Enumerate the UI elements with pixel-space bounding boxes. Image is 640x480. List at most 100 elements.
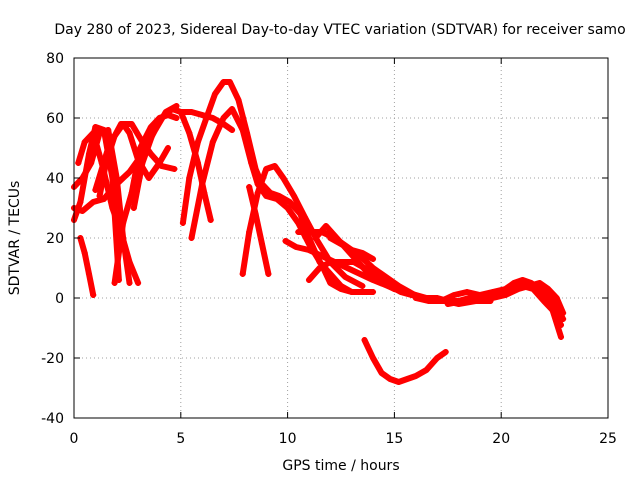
data-point xyxy=(235,97,242,103)
data-point xyxy=(147,124,154,130)
chart-title: Day 280 of 2023, Sidereal Day-to-day VTE… xyxy=(54,22,625,38)
data-point xyxy=(239,271,246,277)
data-point xyxy=(402,289,409,295)
data-point xyxy=(423,367,430,373)
y-tick-label: 40 xyxy=(46,171,64,187)
data-point xyxy=(323,223,330,229)
data-point xyxy=(451,292,458,298)
data-point xyxy=(391,286,398,292)
data-point xyxy=(338,286,344,292)
data-point xyxy=(508,286,515,292)
data-point xyxy=(207,217,214,223)
data-point xyxy=(359,289,366,295)
data-point xyxy=(344,265,351,271)
data-point xyxy=(327,280,334,286)
data-point xyxy=(286,199,293,205)
data-point xyxy=(103,160,110,166)
data-point xyxy=(560,316,567,322)
data-point xyxy=(90,292,97,298)
data-point xyxy=(179,220,186,226)
data-point xyxy=(126,169,133,175)
data-point xyxy=(258,241,265,247)
data-point xyxy=(412,295,419,301)
y-axis-label: SDTVAR / TECUs xyxy=(7,181,23,296)
data-point xyxy=(438,298,445,304)
y-tick-label: -20 xyxy=(41,351,64,367)
data-point xyxy=(252,211,259,217)
y-tick-label: 0 xyxy=(55,291,64,307)
data-point xyxy=(239,127,246,133)
data-point xyxy=(92,187,99,193)
data-point xyxy=(139,160,146,166)
data-point xyxy=(361,265,368,271)
series-arc-19 xyxy=(327,235,377,262)
data-point xyxy=(81,250,88,256)
data-point xyxy=(536,286,543,292)
data-point xyxy=(85,271,92,277)
data-point xyxy=(305,277,312,283)
data-point xyxy=(442,349,449,355)
data-point xyxy=(120,121,127,127)
data-point xyxy=(128,121,135,127)
data-point xyxy=(85,151,92,157)
data-point xyxy=(284,205,291,211)
data-point xyxy=(474,295,481,301)
data-point xyxy=(220,79,227,85)
data-point xyxy=(81,139,88,145)
data-point xyxy=(188,235,195,241)
data-point xyxy=(489,295,496,301)
data-point xyxy=(246,229,253,235)
data-point xyxy=(126,130,133,136)
series-line xyxy=(75,130,142,286)
data-point xyxy=(530,286,537,292)
data-point xyxy=(327,259,334,265)
y-tick-label: 80 xyxy=(46,51,64,67)
data-point xyxy=(318,253,325,259)
data-point xyxy=(109,175,116,181)
x-tick-label: 10 xyxy=(279,431,297,447)
data-point xyxy=(77,199,84,205)
data-point xyxy=(357,271,364,277)
data-point xyxy=(511,280,518,286)
y-tick-label: 60 xyxy=(46,111,64,127)
data-point xyxy=(171,166,178,172)
data-point xyxy=(560,310,567,316)
data-point xyxy=(145,175,152,181)
data-point xyxy=(549,307,556,313)
x-axis-label: GPS time / hours xyxy=(282,458,399,474)
data-point xyxy=(361,337,368,343)
axis-ticks xyxy=(73,57,609,419)
data-point xyxy=(263,193,270,199)
y-tick-label: 20 xyxy=(46,231,64,247)
data-point xyxy=(293,244,300,250)
data-point xyxy=(271,163,278,169)
series-arc-11 xyxy=(188,106,377,295)
data-point xyxy=(395,379,402,385)
data-point xyxy=(111,280,118,286)
data-point xyxy=(211,91,218,97)
data-point xyxy=(79,208,86,214)
data-point xyxy=(370,355,377,361)
data-point xyxy=(338,241,344,247)
data-point xyxy=(209,115,216,121)
data-point xyxy=(519,283,526,289)
data-point xyxy=(536,280,543,286)
data-point xyxy=(519,277,526,283)
data-point xyxy=(120,220,127,226)
data-point xyxy=(130,205,137,211)
data-point xyxy=(220,115,227,121)
data-point xyxy=(342,274,349,280)
data-point xyxy=(209,139,216,145)
series-line xyxy=(246,184,272,277)
data-point xyxy=(370,256,377,262)
data-point xyxy=(273,196,280,202)
data-point xyxy=(226,79,233,85)
data-point xyxy=(387,283,394,289)
data-point xyxy=(350,259,357,265)
data-point xyxy=(150,130,157,136)
data-point xyxy=(229,127,236,133)
data-point xyxy=(194,139,201,145)
data-point xyxy=(126,280,133,286)
series-arc-04 xyxy=(77,235,97,298)
